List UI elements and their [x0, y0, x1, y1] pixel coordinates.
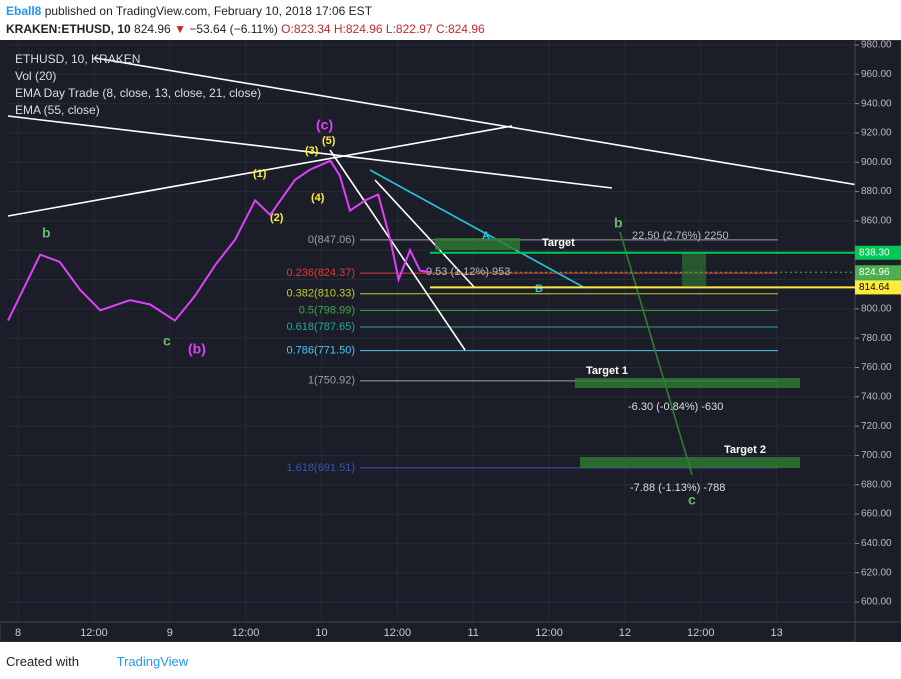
y-tick-label: 880.00	[861, 186, 892, 197]
legend-item: ETHUSD, 10, KRAKEN	[15, 52, 140, 66]
header: Eball8 published on TradingView.com, Feb…	[6, 4, 372, 18]
fib-label: 0.382(810.33)	[287, 288, 356, 300]
y-tick-label: 960.00	[861, 69, 892, 80]
footer: Created with TradingView	[6, 654, 188, 669]
author[interactable]: Eball8	[6, 4, 42, 18]
legend-item: Vol (20)	[15, 69, 56, 83]
y-tick-label: 620.00	[861, 567, 892, 578]
y-tick-label: 920.00	[861, 128, 892, 139]
y-tick-label: 740.00	[861, 391, 892, 402]
fib-label: 0.618(787.65)	[287, 321, 356, 333]
y-tick-label: 680.00	[861, 479, 892, 490]
fib-label: 0.786(771.50)	[287, 345, 356, 357]
time-axis	[0, 621, 856, 642]
fib-label: 1.618(691.51)	[287, 462, 356, 474]
price-tag	[855, 280, 901, 295]
y-tick-label: 900.00	[861, 157, 892, 168]
measure: -6.30 (-0.84%) -630	[628, 401, 723, 413]
wave-label: B	[535, 283, 543, 295]
published: published on TradingView.com, February 1…	[44, 4, 373, 18]
fib-label: 0.5(798.99)	[299, 304, 355, 316]
y-tick-label: 940.00	[861, 98, 892, 109]
x-tick-label: 12:00	[384, 627, 412, 639]
x-tick-label: 9	[167, 627, 173, 639]
price-tag-label: 838.30	[859, 247, 890, 258]
y-tick-label: 700.00	[861, 450, 892, 461]
x-tick-label: 12:00	[80, 627, 108, 639]
target-boxes	[435, 238, 800, 468]
wave-label: (2)	[270, 212, 284, 224]
created: Created with	[6, 654, 79, 669]
wave-label: b	[42, 225, 51, 241]
x-tick-label: 12:00	[535, 627, 563, 639]
price-tag	[855, 245, 901, 260]
wave-label: (5)	[322, 135, 336, 147]
y-tick-label: 720.00	[861, 421, 892, 432]
y-tick-label: 800.00	[861, 304, 892, 315]
y-tick-label: 660.00	[861, 509, 892, 520]
y-tick-label: 760.00	[861, 362, 892, 373]
x-tick-label: 11	[468, 627, 479, 639]
legend-item: EMA Day Trade (8, close, 13, close, 21, …	[15, 86, 261, 100]
y-tick-label: 640.00	[861, 538, 892, 549]
fib-label: 0.236(824.37)	[287, 267, 356, 279]
wave-label: (3)	[305, 145, 319, 157]
ohlc: O:823.34 H:824.96 L:822.97 C:824.96	[281, 22, 485, 36]
measure: 22.50 (2.76%) 2250	[632, 230, 729, 242]
waves: (c) (b) b c b c A B (1) (2) (3) (4) (5)	[42, 117, 696, 508]
wave-label: (c)	[316, 117, 333, 133]
brand[interactable]: TradingView	[116, 654, 189, 669]
price-tag-label: 824.96	[859, 267, 890, 278]
x-tick-label: 12:00	[687, 627, 715, 639]
wave-label: (b)	[188, 341, 206, 357]
change: −53.64 (−6.11%)	[189, 22, 278, 36]
wave-label: c	[163, 333, 171, 349]
price-tag	[855, 265, 901, 280]
x-tick-label: 10	[315, 627, 327, 639]
price-tag-label: 814.64	[859, 282, 890, 293]
last: 824.96	[134, 22, 171, 36]
x-tick-label: 12:00	[232, 627, 260, 639]
measure: -7.88 (-1.13%) -788	[630, 482, 725, 494]
x-tick-label: 8	[15, 627, 21, 639]
symbol: KRAKEN:ETHUSD, 10	[6, 22, 131, 36]
y-tick-label: 860.00	[861, 216, 892, 227]
legend: ETHUSD, 10, KRAKEN Vol (20) EMA Day Trad…	[15, 52, 261, 117]
wave-label: c	[688, 492, 696, 508]
y-tick-label: 780.00	[861, 333, 892, 344]
price-line	[7, 159, 431, 322]
arrow: ▼	[174, 22, 186, 36]
measure: 9.53 (1.12%) 953	[426, 266, 510, 278]
quote: KRAKEN:ETHUSD, 10 824.96 ▼ −53.64 (−6.11…	[6, 22, 485, 36]
price-axis	[854, 40, 901, 623]
target-label: Target	[542, 237, 575, 249]
wave-label: b	[614, 215, 623, 231]
x-tick-label: 13	[770, 627, 782, 639]
target-label: Target 2	[724, 444, 766, 456]
target-label: Target 1	[586, 365, 628, 377]
y-tick-label: 600.00	[861, 597, 892, 608]
background	[0, 40, 901, 642]
chart: Target Target 1 Target 2 22.50 (2.76%) 2…	[0, 40, 901, 642]
wave-label: (1)	[253, 168, 267, 180]
x-tick-label: 12	[619, 627, 631, 639]
fib-label: 0(847.06)	[308, 234, 355, 246]
legend-item: EMA (55, close)	[15, 103, 100, 117]
fib-label: 1(750.92)	[308, 375, 355, 387]
wave-label: (4)	[311, 192, 325, 204]
y-tick-label: 980.00	[861, 40, 892, 51]
wave-label: A	[482, 230, 490, 242]
